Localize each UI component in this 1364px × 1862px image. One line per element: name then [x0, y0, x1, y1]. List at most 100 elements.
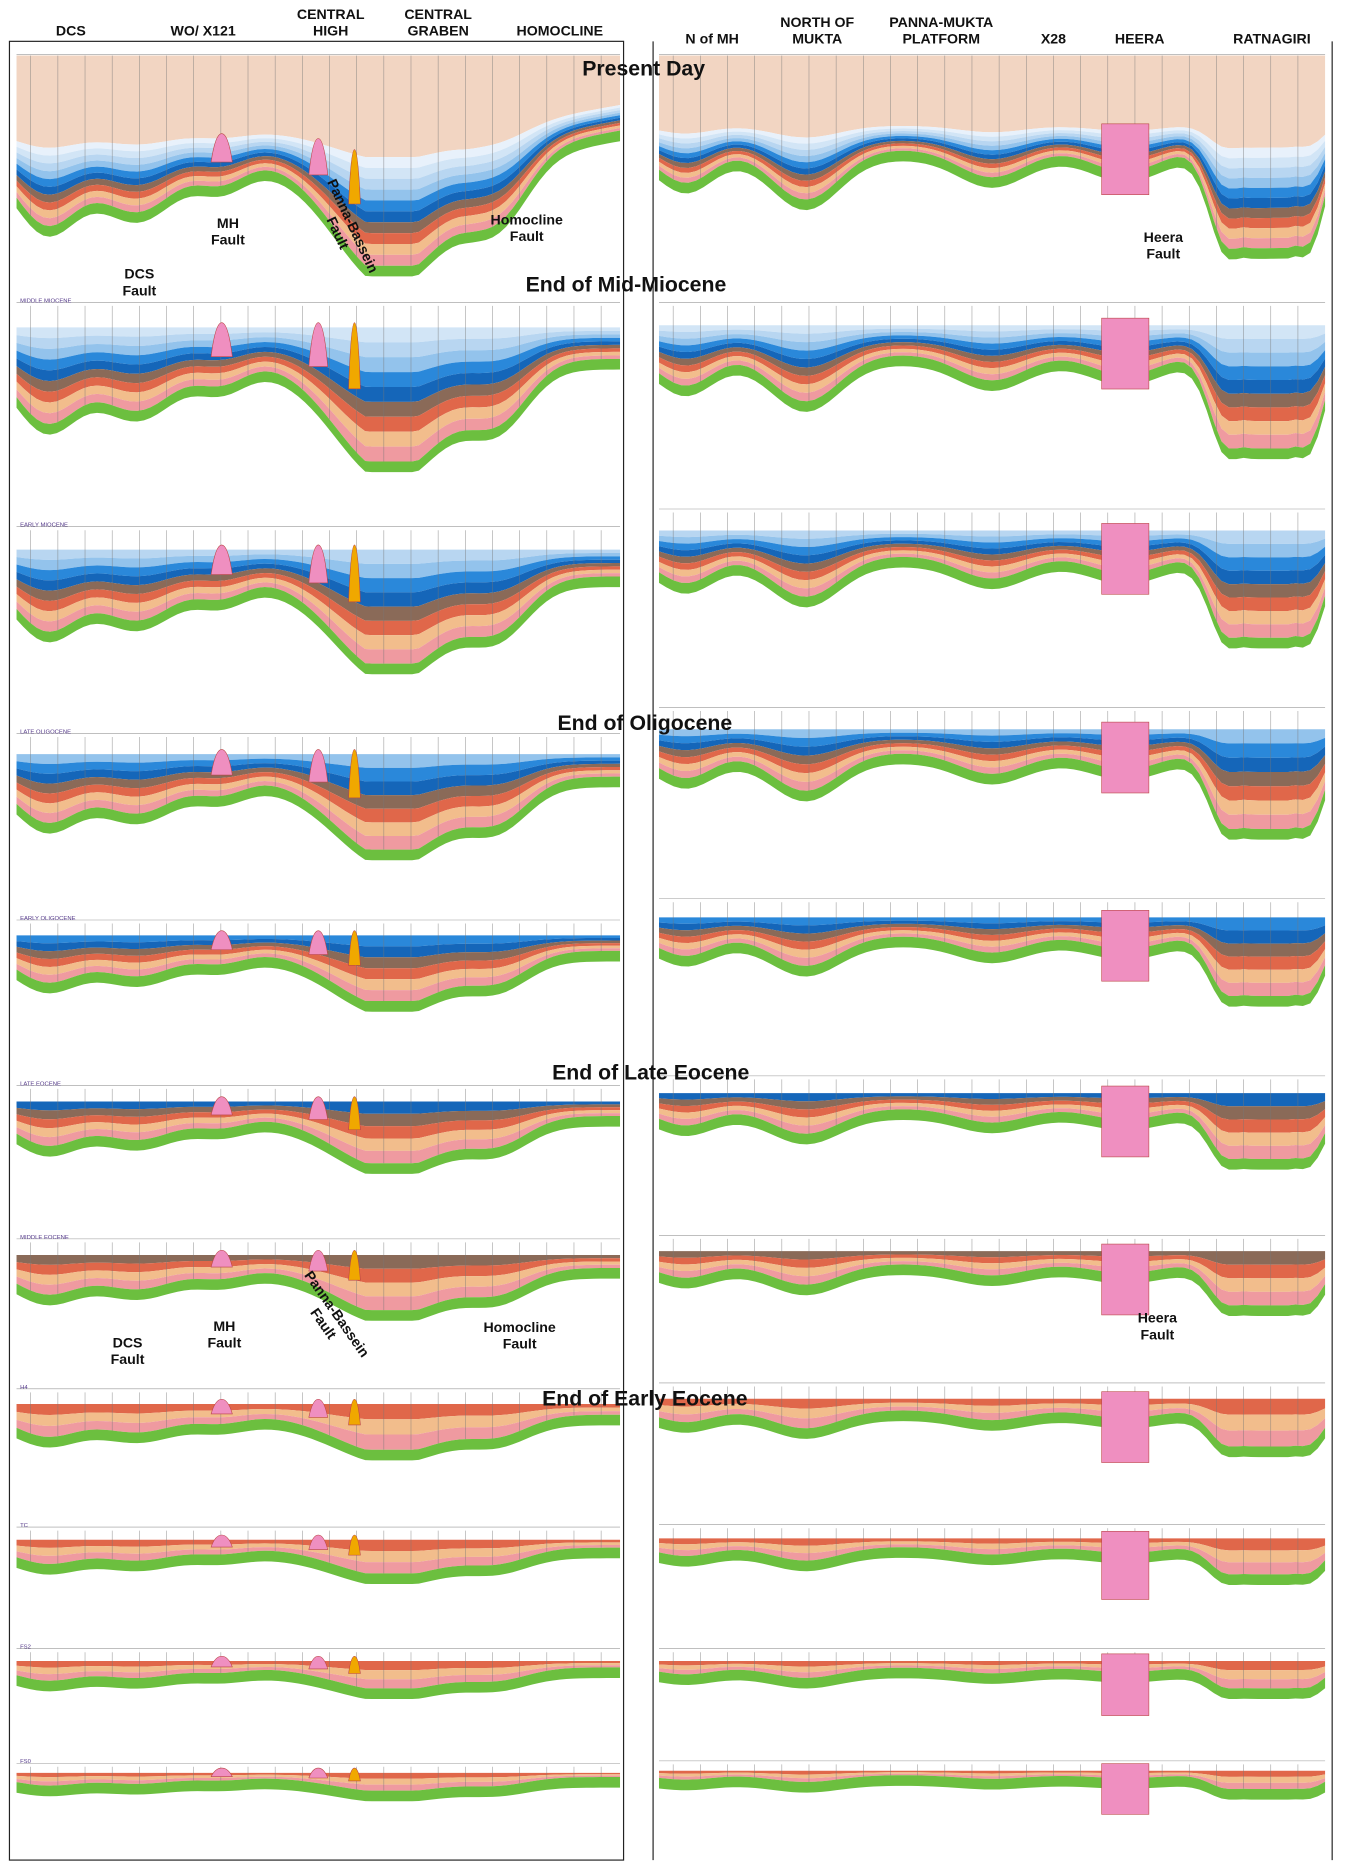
fault-label-line: Homocline [491, 212, 563, 228]
diapir [211, 1768, 232, 1777]
fault-label-line: MH [217, 216, 239, 232]
diapir [211, 545, 232, 575]
fault-label-line: MH [213, 1319, 235, 1335]
stage-title: Present Day [582, 57, 705, 81]
column-header-line: N of MH [685, 32, 738, 48]
column-header-line: HEERA [1115, 32, 1165, 48]
heera-block [1102, 523, 1149, 594]
diapir [309, 1250, 328, 1271]
column-header-line: PLATFORM [902, 32, 980, 48]
figure: DCSWO/ X121CENTRALHIGHCENTRALGRABENHOMOC… [0, 0, 1364, 1862]
panel-label: EARLY OLIGOCENE [20, 916, 76, 922]
diapir [211, 1250, 232, 1267]
fault-label-line: Homocline [483, 1320, 555, 1336]
fault-label-line: Fault [1140, 1327, 1174, 1343]
fault-label: MHFault [207, 1319, 241, 1352]
heera-block [1102, 1392, 1149, 1463]
heera-block [1102, 318, 1149, 389]
diapir [211, 1656, 232, 1667]
panel-label: MIDDLE EOCENE [20, 1235, 69, 1241]
fault-label: HeeraFault [1144, 230, 1183, 263]
stage-title: End of Mid-Miocene [526, 273, 727, 297]
column-header-line: RATNAGIRI [1233, 32, 1311, 48]
column-header-line: NORTH OF [780, 15, 854, 31]
column-header: N of MH [685, 32, 738, 48]
column-header-line: HOMOCLINE [517, 23, 604, 39]
column-header-line: MUKTA [792, 32, 842, 48]
stage-title: End of Late Eocene [552, 1060, 749, 1084]
diapir [309, 1097, 328, 1120]
diapir [211, 749, 232, 775]
heera-block [1102, 1244, 1149, 1315]
fault-block [349, 1535, 361, 1555]
stage-title: End of Oligocene [557, 711, 732, 735]
column-header-line: CENTRAL [404, 7, 472, 23]
heera-block [1102, 124, 1149, 195]
column-header-line: HIGH [313, 23, 348, 39]
heera-block [1102, 1764, 1149, 1815]
panel-label: H4 [20, 1385, 28, 1391]
fault-label-line: DCS [124, 267, 154, 283]
panel-label: LATE OLIGOCENE [20, 729, 71, 735]
column-header: CENTRALGRABEN [404, 7, 472, 40]
column-header-line: X28 [1041, 32, 1066, 48]
fault-label-line: Fault [211, 232, 245, 248]
column-header: PANNA-MUKTAPLATFORM [889, 15, 993, 48]
fault-label-line: Fault [510, 229, 544, 245]
column-header: WO/ X121 [170, 23, 235, 39]
column-header-line: GRABEN [407, 23, 468, 39]
fault-label-line: Heera [1144, 230, 1183, 246]
diapir [211, 1399, 232, 1414]
diapir [309, 1656, 328, 1669]
column-header: HOMOCLINE [517, 23, 604, 39]
diapir [309, 1399, 328, 1417]
diapir [309, 1535, 328, 1550]
fault-label: DCSFault [111, 1336, 145, 1369]
panel-label: FS2 [20, 1645, 31, 1651]
diapir [211, 1097, 232, 1115]
figure-body: DCSWO/ X121CENTRALHIGHCENTRALGRABENHOMOC… [9, 7, 1332, 1860]
fault-label-line: Fault [111, 1352, 145, 1368]
fault-label-line: DCS [113, 1336, 143, 1352]
fault-label-line: Fault [207, 1336, 241, 1352]
diapir [211, 931, 232, 950]
panel-label: MIDDLE MIOCENE [20, 298, 71, 304]
labels: DCSWO/ X121CENTRALHIGHCENTRALGRABENHOMOC… [20, 7, 1311, 1765]
stage-title: End of Early Eocene [542, 1386, 748, 1410]
column-header: X28 [1041, 32, 1066, 48]
heera-block [1102, 722, 1149, 793]
heera-block [1102, 1654, 1149, 1716]
column-header-line: DCS [56, 23, 86, 39]
heera-block [1102, 1531, 1149, 1599]
diapir [211, 1535, 232, 1547]
fault-label-line: Fault [1146, 247, 1180, 263]
panel-label: FS0 [20, 1759, 32, 1765]
fault-block [349, 1250, 361, 1280]
diapir [309, 931, 328, 955]
column-header-line: CENTRAL [297, 7, 365, 23]
fault-label-line: Fault [503, 1337, 537, 1353]
fault-block [349, 1768, 361, 1781]
fault-label-line: Heera [1138, 1311, 1177, 1327]
column-header: DCS [56, 23, 86, 39]
diapir [309, 1768, 328, 1778]
panel-label: LATE EOCENE [20, 1081, 61, 1087]
column-header-line: WO/ X121 [170, 23, 235, 39]
heera-block [1102, 1086, 1149, 1157]
fault-block [349, 1399, 361, 1425]
panel-label: EARLY MIOCENE [20, 523, 68, 529]
fault-block [349, 1656, 361, 1673]
column-header: RATNAGIRI [1233, 32, 1311, 48]
fault-label-line: Fault [122, 283, 156, 299]
column-header-line: PANNA-MUKTA [889, 15, 993, 31]
page: {"column_headers": { "left": [["DCS"], [… [0, 0, 1364, 1862]
heera-block [1102, 910, 1149, 981]
panel-label: TC [20, 1523, 29, 1529]
cross-sections [17, 54, 1326, 1814]
column-header: NORTH OFMUKTA [780, 15, 854, 48]
fault-label: HomoclineFault [483, 1320, 555, 1353]
column-header: HEERA [1115, 32, 1165, 48]
